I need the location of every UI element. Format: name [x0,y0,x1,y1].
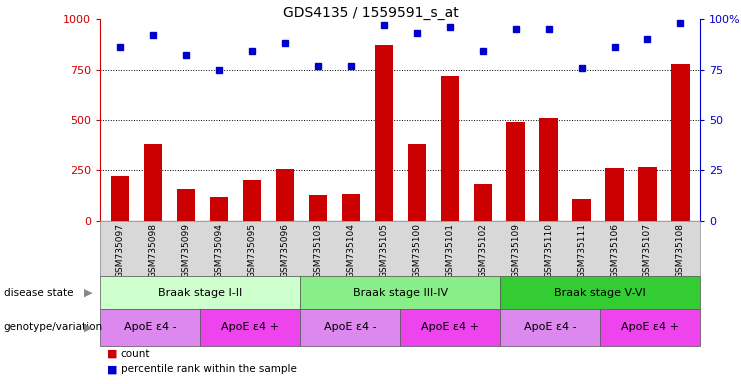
Bar [639,167,657,221]
Bar [242,180,261,221]
Text: Braak stage I-II: Braak stage I-II [158,288,242,298]
Text: GDS4135 / 1559591_s_at: GDS4135 / 1559591_s_at [282,6,459,20]
Text: ApoE ε4 -: ApoE ε4 - [524,322,576,333]
Bar [276,169,293,221]
Text: disease state: disease state [4,288,73,298]
Text: ApoE ε4 +: ApoE ε4 + [221,322,279,333]
Text: ▶: ▶ [84,288,93,298]
Bar [408,144,425,221]
Bar [110,177,129,221]
Text: ApoE ε4 +: ApoE ε4 + [421,322,479,333]
Text: genotype/variation: genotype/variation [4,322,103,333]
Bar [507,122,525,221]
Text: ApoE ε4 -: ApoE ε4 - [324,322,376,333]
Text: Braak stage V-VI: Braak stage V-VI [554,288,646,298]
Text: count: count [121,349,150,359]
Text: ApoE ε4 +: ApoE ε4 + [621,322,679,333]
Bar [671,64,690,221]
Bar [375,45,393,221]
Bar [342,194,359,221]
Text: Braak stage III-IV: Braak stage III-IV [353,288,448,298]
Bar [539,118,558,221]
Bar [441,76,459,221]
Text: ApoE ε4 -: ApoE ε4 - [124,322,176,333]
Text: ■: ■ [107,349,118,359]
Text: ■: ■ [107,364,118,374]
Bar [605,169,624,221]
Text: percentile rank within the sample: percentile rank within the sample [121,364,296,374]
Bar [210,197,227,221]
Bar [573,199,591,221]
Text: ▶: ▶ [84,322,93,333]
Bar [308,195,327,221]
Bar [473,184,492,221]
Bar [176,189,195,221]
Bar [144,144,162,221]
